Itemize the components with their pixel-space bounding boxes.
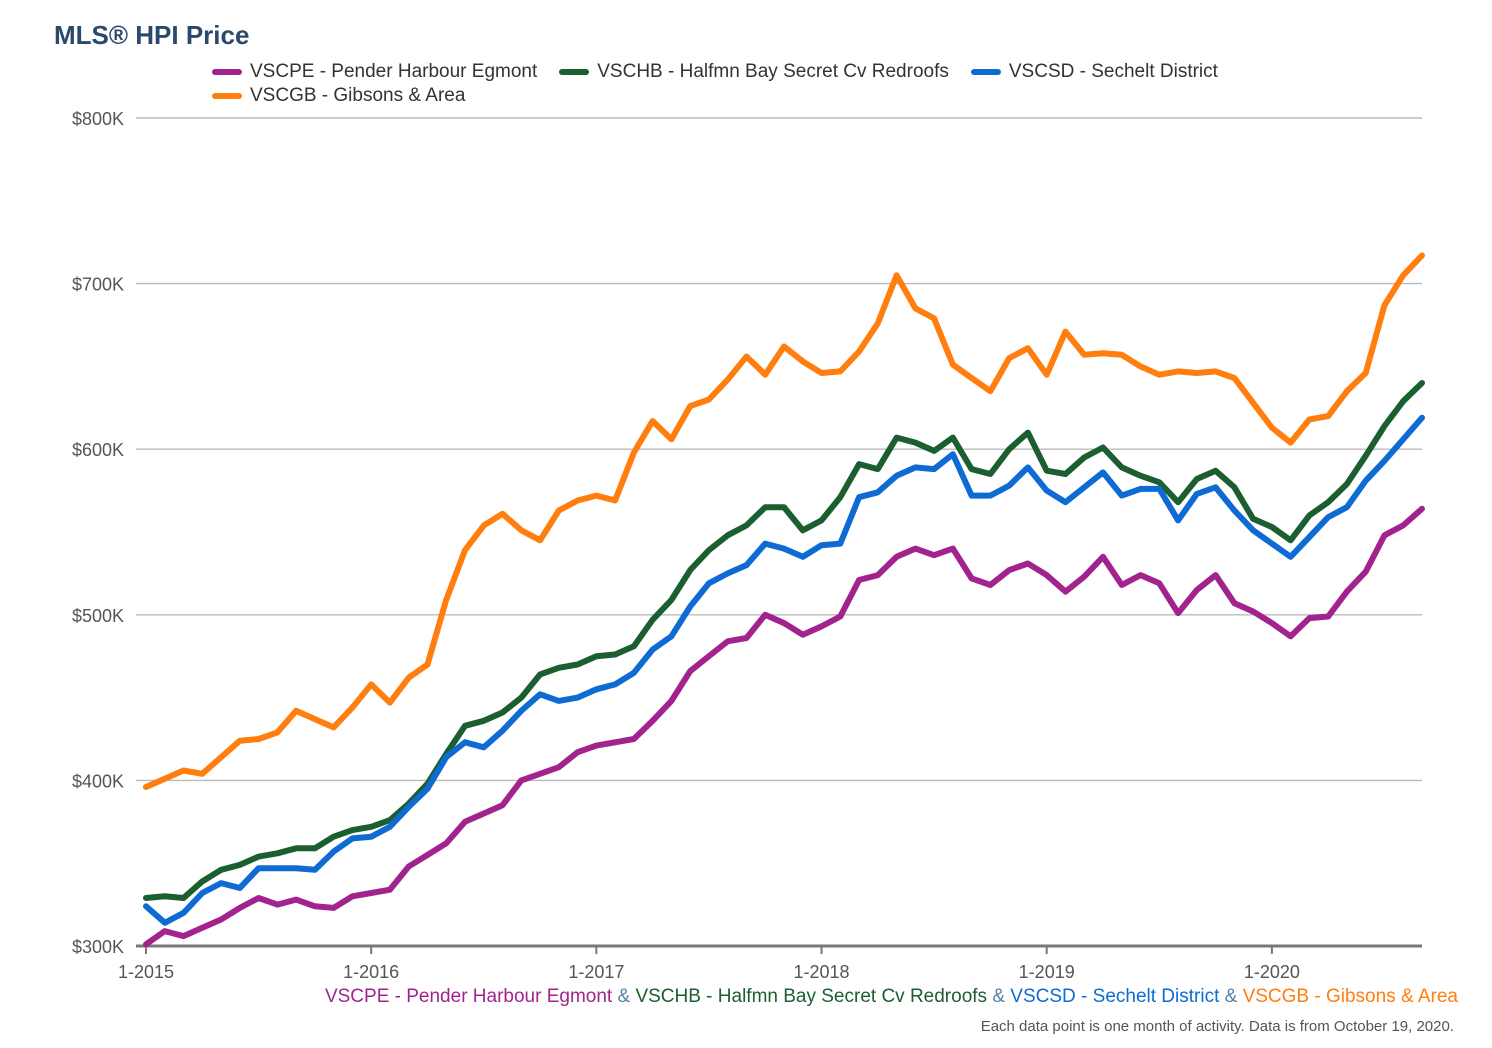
series-line-3 [143, 414, 1425, 926]
y-tick-label: $800K [72, 109, 124, 129]
y-tick-label: $700K [72, 275, 124, 295]
legend: VSCPE - Pender Harbour Egmont VSCHB - Hal… [212, 60, 1372, 108]
caption-series-name: VSCHB - Halfmn Bay Secret Cv Redroofs [635, 986, 988, 1007]
caption-series-name: VSCPE - Pender Harbour Egmont [324, 986, 613, 1007]
legend-swatch [559, 69, 590, 75]
x-tick-label: 1-2019 [1019, 962, 1075, 982]
caption-series-name: VSCSD - Sechelt District [1010, 986, 1220, 1007]
legend-item: VSCSD - Sechelt District [970, 60, 1218, 84]
legend-label: VSCHB - Halfmn Bay Secret Cv Redroofs [597, 61, 949, 82]
series-caption: VSCPE - Pender Harbour Egmont & VSCHB - … [325, 986, 1458, 1008]
gridlines [136, 117, 1422, 948]
caption-separator: & [987, 986, 1011, 1007]
legend-item: VSCPE - Pender Harbour Egmont [212, 60, 537, 84]
legend-swatch [212, 69, 242, 75]
caption-separator: & [612, 986, 636, 1007]
x-tick-label: 1-2016 [343, 962, 399, 982]
data-note: Each data point is one month of activity… [980, 1018, 1454, 1035]
legend-label: VSCGB - Gibsons & Area [250, 85, 466, 106]
x-tick-label: 1-2015 [118, 962, 174, 982]
y-axis-ticks: $300K $400K $500K $600K $700K $800K [72, 109, 124, 957]
x-tick-label: 1-2017 [568, 962, 624, 982]
series-line-4 [143, 252, 1425, 790]
legend-label: VSCPE - Pender Harbour Egmont [250, 61, 538, 82]
y-tick-label: $500K [72, 606, 124, 626]
legend-item: VSCHB - Halfmn Bay Secret Cv Redroofs [559, 60, 949, 84]
series-lines [143, 252, 1425, 948]
x-tick-label: 1-2018 [793, 962, 849, 982]
legend-swatch [212, 93, 242, 99]
legend-swatch [970, 69, 1001, 75]
legend-item: VSCGB - Gibsons & Area [212, 84, 465, 108]
y-tick-label: $400K [72, 771, 124, 791]
y-tick-label: $300K [72, 937, 124, 957]
chart-title: MLS® HPI Price [54, 20, 250, 50]
series-line-1 [143, 505, 1425, 948]
legend-label: VSCSD - Sechelt District [1008, 61, 1218, 82]
y-tick-label: $600K [72, 440, 124, 460]
caption-series-name: VSCGB - Gibsons & Area [1242, 986, 1458, 1007]
caption-separator: & [1219, 986, 1243, 1007]
series-line-2 [143, 380, 1425, 901]
x-axis-ticks: 1-2015 1-2016 1-2017 1-2018 1-2019 1-2020 [118, 946, 1300, 982]
x-tick-label: 1-2020 [1244, 962, 1300, 982]
